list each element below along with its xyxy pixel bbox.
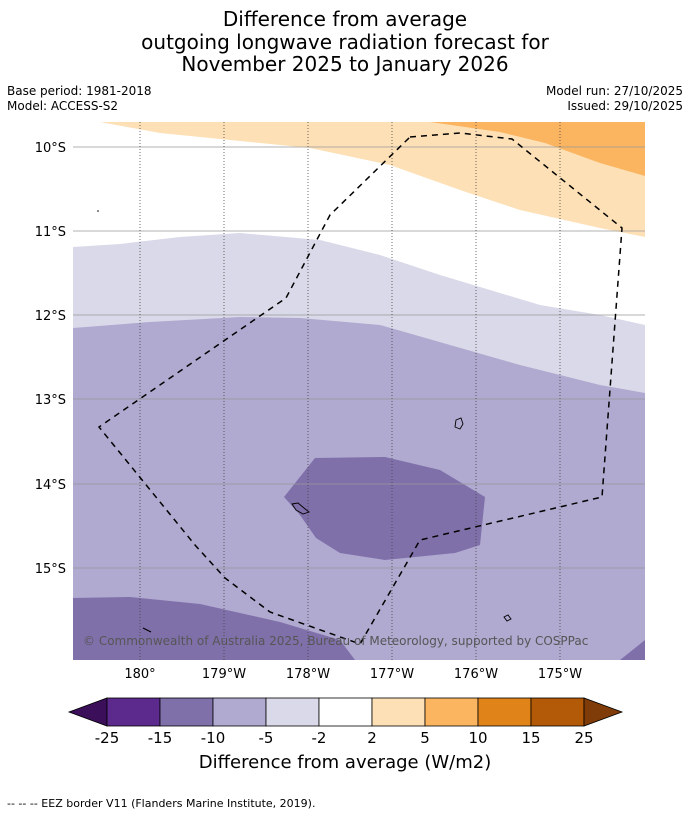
lon-label: 175°W [538, 667, 582, 682]
anomaly-corner-minus10-minus15 [620, 640, 645, 660]
colorbar-tick-label: 2 [367, 729, 377, 747]
lon-label: 180° [124, 667, 155, 682]
island-outline [503, 614, 512, 622]
model-run: Model run: 27/10/2025 [545, 84, 683, 98]
lat-label: 14°S [35, 478, 66, 493]
colorbar-title: Difference from average (W/m2) [198, 752, 492, 773]
anomaly-band-2-5 [100, 122, 645, 237]
colorbar-segment [106, 697, 161, 727]
colorbar-segment [159, 697, 214, 727]
colorbar-segment [530, 697, 585, 727]
anomaly-band-5-10 [430, 122, 645, 176]
meta-right: Model run: 27/10/2025 Issued: 29/10/2025 [546, 84, 683, 114]
lat-label: 10°S [35, 141, 66, 156]
colorbar-tick-label: -5 [259, 729, 274, 747]
eez-footnote: -- -- -- EEZ border V11 (Flanders Marine… [7, 797, 316, 810]
issued-date: Issued: 29/10/2025 [567, 99, 683, 113]
colorbar-tick-label: 15 [521, 729, 540, 747]
colorbar-segment [424, 697, 479, 727]
lat-label: 12°S [35, 309, 66, 324]
colorbar-segment [371, 697, 426, 727]
base-period: Base period: 1981-2018 [7, 84, 152, 98]
lon-label: 179°W [202, 667, 246, 682]
colorbar-tick-label: 25 [574, 729, 593, 747]
colorbar-extend-high [583, 697, 624, 727]
colorbar-tick-label: -15 [148, 729, 173, 747]
island-outline [454, 417, 464, 430]
island-outline [291, 502, 310, 515]
lat-label: 11°S [35, 225, 66, 240]
colorbar-tick-label: 10 [468, 729, 487, 747]
colorbar [67, 697, 624, 727]
title-line-1: Difference from average [222, 7, 468, 31]
eez-border [97, 132, 623, 645]
longitude-labels: 180° 179°W 178°W 177°W 176°W 175°W [124, 667, 582, 682]
lon-label: 176°W [454, 667, 498, 682]
colorbar-labels: -25 -15 -10 -5 -2 2 5 10 15 25 [95, 729, 594, 747]
anomaly-blob-minus10-minus15 [284, 457, 485, 560]
title-line-3: November 2025 to January 2026 [181, 52, 509, 76]
model-name: Model: ACCESS-S2 [7, 99, 119, 113]
colorbar-tick-label: -25 [95, 729, 120, 747]
lon-label: 178°W [286, 667, 330, 682]
colorbar-tick-label: -2 [312, 729, 327, 747]
title-line-2: outgoing longwave radiation forecast for [141, 29, 549, 54]
colorbar-tick-label: 5 [420, 729, 430, 747]
colorbar-segment [318, 697, 373, 727]
latitude-gridlines [73, 146, 645, 569]
island-outline [142, 627, 152, 633]
meta-left: Base period: 1981-2018 Model: ACCESS-S2 [7, 84, 152, 114]
lat-label: 13°S [35, 393, 66, 408]
colorbar-tick-label: -10 [201, 729, 226, 747]
lat-label: 15°S [35, 562, 66, 577]
map-panel: © Commonwealth of Australia 2025, Bureau… [73, 122, 645, 660]
copyright-text: © Commonwealth of Australia 2025, Bureau… [83, 634, 588, 648]
colorbar-segment [477, 697, 532, 727]
chart-title: Difference from average outgoing longwav… [0, 8, 690, 76]
lon-label: 177°W [370, 667, 414, 682]
colorbar-segment [265, 697, 320, 727]
latitude-labels: 10°S 11°S 12°S 13°S 14°S 15°S [35, 141, 66, 577]
colorbar-segment [212, 697, 267, 727]
anomaly-band-bottom-minus10-minus15 [73, 597, 355, 660]
colorbar-extend-low [67, 697, 108, 727]
island-dot [97, 210, 99, 212]
